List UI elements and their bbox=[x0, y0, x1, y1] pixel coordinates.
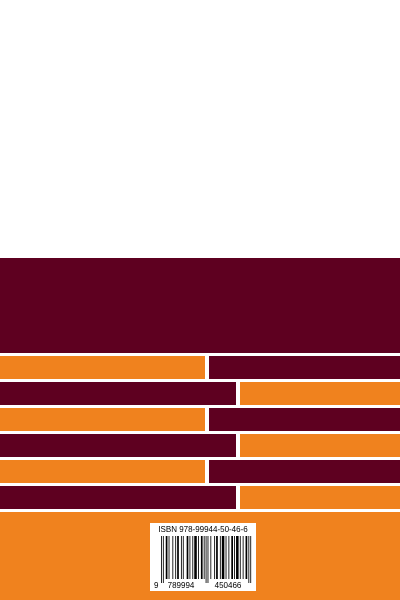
barcode-bar bbox=[245, 536, 248, 579]
barcode-bar bbox=[168, 536, 170, 579]
barcode-label: ISBN 978-99944-50-46-6 9 789994 450466 bbox=[150, 523, 256, 591]
barcode-bar bbox=[242, 536, 244, 579]
barcode-bar bbox=[192, 536, 194, 579]
isbn-text: ISBN 978-99944-50-46-6 bbox=[158, 525, 248, 534]
stripe bbox=[209, 356, 400, 379]
barcode-bar bbox=[180, 536, 182, 579]
barcode-bar bbox=[250, 536, 252, 583]
barcode-bar bbox=[225, 536, 227, 579]
barcode-bar bbox=[236, 536, 239, 579]
barcode-bar bbox=[234, 536, 235, 579]
barcode-bar bbox=[194, 536, 197, 579]
barcode-bar bbox=[203, 536, 205, 579]
stripe bbox=[209, 408, 400, 431]
barcode-bar bbox=[172, 536, 174, 579]
barcode-bar bbox=[205, 536, 207, 583]
barcode-bar bbox=[161, 536, 162, 583]
barcode-bar bbox=[228, 536, 230, 579]
stripe bbox=[0, 408, 205, 431]
barcode-digits: 450466 bbox=[215, 581, 242, 590]
barcode-bar bbox=[207, 536, 209, 583]
stripe bbox=[0, 486, 236, 509]
barcode-bar bbox=[200, 536, 203, 579]
stripe bbox=[240, 434, 400, 457]
barcode-bar bbox=[177, 536, 179, 579]
barcode-bar bbox=[189, 536, 191, 579]
barcode-bar bbox=[210, 536, 212, 579]
barcode-bar bbox=[248, 536, 250, 583]
maroon-band bbox=[0, 258, 400, 353]
stripe bbox=[240, 486, 400, 509]
stripes bbox=[0, 356, 400, 509]
barcode-bars bbox=[161, 536, 252, 583]
barcode-bar bbox=[219, 536, 221, 579]
barcode-bar bbox=[231, 536, 233, 579]
stripe bbox=[209, 460, 400, 483]
barcode-bar bbox=[239, 536, 241, 579]
stripe bbox=[0, 382, 236, 405]
barcode-bar bbox=[165, 536, 168, 579]
barcode-bar bbox=[221, 536, 225, 579]
stripe bbox=[240, 382, 400, 405]
stripe bbox=[0, 356, 205, 379]
barcode-digits: 789994 bbox=[168, 581, 195, 590]
barcode-bar bbox=[216, 536, 218, 579]
barcode-bar bbox=[186, 536, 189, 579]
stripe bbox=[0, 460, 205, 483]
stripe bbox=[0, 434, 236, 457]
barcode-bar bbox=[175, 536, 177, 579]
barcode-bar bbox=[214, 536, 216, 579]
barcode-bar bbox=[182, 536, 184, 579]
barcode-bar bbox=[162, 536, 164, 583]
barcode-digit: 9 bbox=[154, 581, 159, 590]
barcode-bar bbox=[198, 536, 199, 579]
